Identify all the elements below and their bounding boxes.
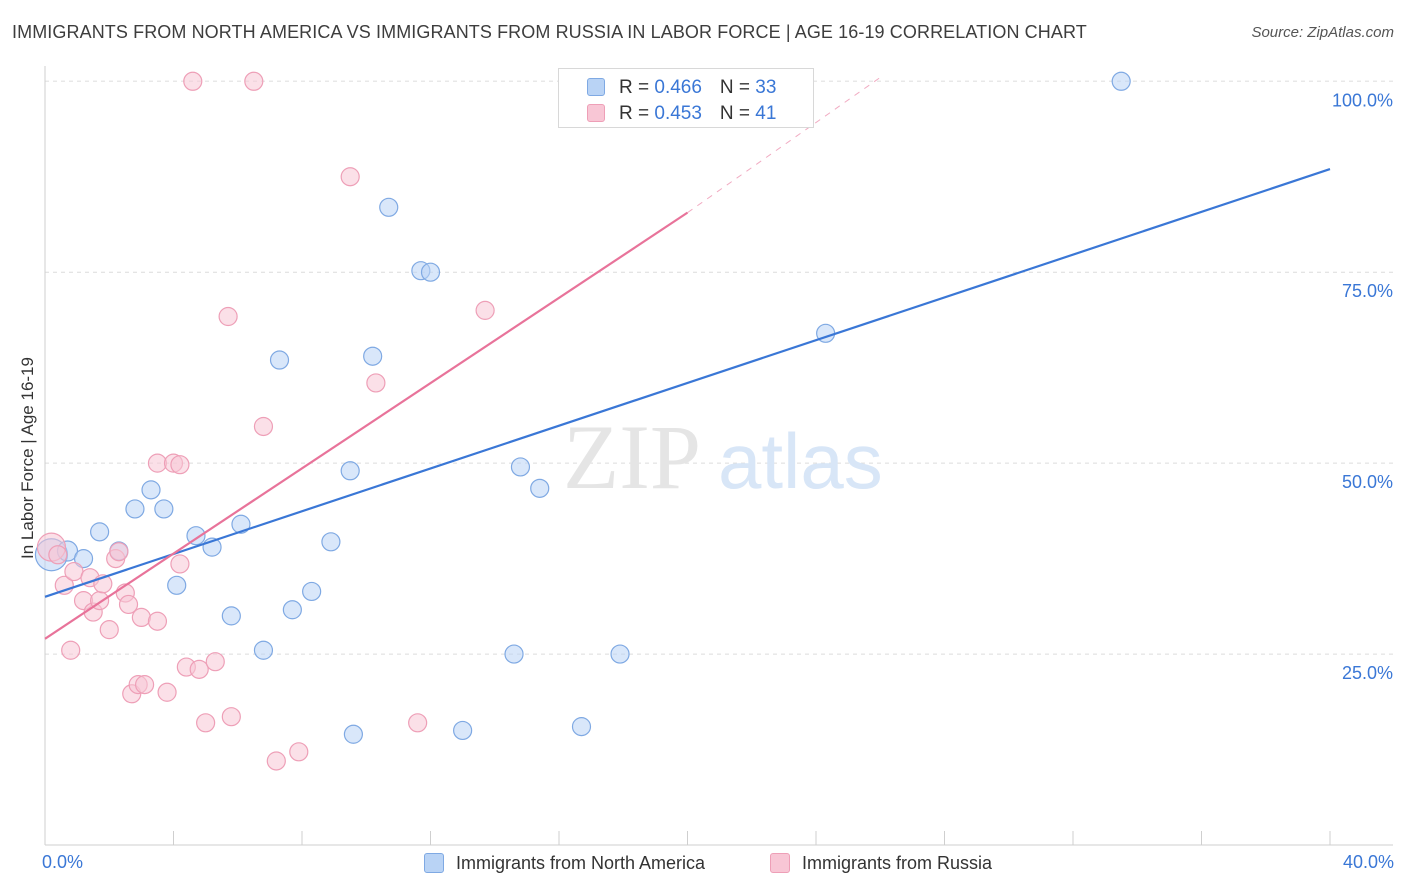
n-label: N =	[720, 77, 755, 98]
r-label: R =	[619, 103, 654, 124]
legend-swatch-blue	[587, 78, 605, 96]
data-point-north-america	[611, 645, 629, 663]
series-legend-label: Immigrants from Russia	[802, 853, 992, 874]
y-axis-title: In Labor Force | Age 16-19	[18, 357, 38, 559]
n-label: N =	[720, 103, 755, 124]
data-point-north-america	[303, 582, 321, 600]
scatter-chart: ZIP atlas 25.0% 50.0% 75.0% 100.0%	[0, 0, 1406, 892]
data-point-north-america	[283, 601, 301, 619]
y-tick-label: 50.0%	[1342, 472, 1393, 492]
data-point-russia	[136, 676, 154, 694]
data-point-north-america	[531, 479, 549, 497]
y-tick-label: 100.0%	[1332, 90, 1393, 110]
data-point-russia	[267, 752, 285, 770]
data-point-north-america	[454, 721, 472, 739]
data-point-russia	[245, 72, 263, 90]
data-point-north-america	[271, 351, 289, 369]
correlation-legend: R = 0.466 N = 33 R = 0.453 N = 41	[558, 68, 814, 128]
trend-line-north-america	[45, 169, 1330, 597]
data-point-north-america	[1112, 72, 1130, 90]
data-point-russia	[49, 546, 67, 564]
r-value: 0.466	[654, 77, 702, 98]
legend-swatch-pink	[770, 853, 790, 873]
data-point-russia	[62, 641, 80, 659]
data-point-russia	[110, 543, 128, 561]
data-point-north-america	[505, 645, 523, 663]
data-point-north-america	[344, 725, 362, 743]
r-label: R =	[619, 77, 654, 98]
series-russia-points	[37, 72, 632, 770]
data-point-russia	[148, 454, 166, 472]
data-point-north-america	[380, 198, 398, 216]
data-point-russia	[409, 714, 427, 732]
data-point-north-america	[155, 500, 173, 518]
y-tick-label: 25.0%	[1342, 663, 1393, 683]
data-point-north-america	[126, 500, 144, 518]
y-tick-labels: 25.0% 50.0% 75.0% 100.0%	[1332, 90, 1393, 683]
legend-stats: R = 0.453 N = 41	[619, 103, 776, 125]
data-point-russia	[476, 301, 494, 319]
n-value: 41	[755, 103, 776, 124]
data-point-north-america	[572, 718, 590, 736]
data-point-russia	[100, 621, 118, 639]
data-point-north-america	[341, 462, 359, 480]
data-point-russia	[184, 72, 202, 90]
data-point-north-america	[168, 576, 186, 594]
legend-stats: R = 0.466 N = 33	[619, 77, 776, 99]
data-point-russia	[222, 708, 240, 726]
data-point-russia	[148, 612, 166, 630]
data-point-russia	[171, 555, 189, 573]
n-value: 33	[755, 77, 776, 98]
data-point-russia	[367, 374, 385, 392]
data-point-north-america	[322, 533, 340, 551]
data-point-russia	[158, 683, 176, 701]
y-tick-label: 75.0%	[1342, 281, 1393, 301]
gridlines	[45, 81, 1393, 654]
data-point-russia	[171, 456, 189, 474]
data-point-russia	[190, 660, 208, 678]
data-point-russia	[132, 608, 150, 626]
data-point-russia	[197, 714, 215, 732]
trend-lines	[45, 77, 1330, 638]
legend-swatch-blue	[424, 853, 444, 873]
data-point-russia	[290, 743, 308, 761]
legend-swatch-pink	[587, 104, 605, 122]
series-legend: Immigrants from North America Immigrants…	[0, 852, 1406, 878]
data-point-russia	[65, 563, 83, 581]
data-point-russia	[254, 417, 272, 435]
series-legend-label: Immigrants from North America	[456, 853, 705, 874]
data-point-north-america	[364, 347, 382, 365]
data-point-russia	[341, 168, 359, 186]
data-point-north-america	[142, 481, 160, 499]
data-point-north-america	[422, 263, 440, 281]
data-point-russia	[206, 653, 224, 671]
data-point-north-america	[91, 523, 109, 541]
r-value: 0.453	[654, 103, 702, 124]
data-point-north-america	[254, 641, 272, 659]
watermark-atlas: atlas	[718, 417, 883, 505]
data-point-north-america	[511, 458, 529, 476]
data-point-russia	[219, 308, 237, 326]
watermark-zip: ZIP	[563, 406, 701, 508]
data-point-north-america	[222, 607, 240, 625]
